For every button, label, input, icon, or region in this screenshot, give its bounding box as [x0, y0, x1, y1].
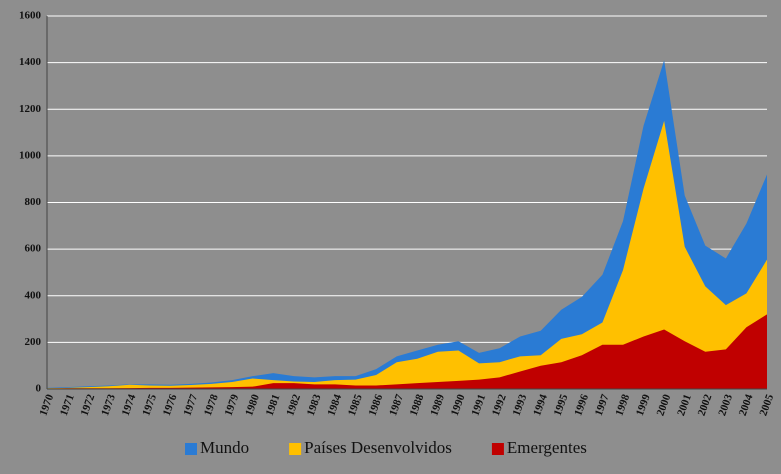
x-tick-label: 1971 — [58, 393, 77, 418]
x-tick-label: 1982 — [284, 392, 303, 417]
y-tick-label: 1400 — [19, 56, 42, 68]
legend-label: Mundo — [200, 438, 249, 457]
x-tick-label: 1991 — [469, 393, 488, 418]
x-tick-label: 1977 — [181, 392, 200, 417]
y-tick-label: 1200 — [19, 103, 42, 115]
x-tick-label: 2000 — [655, 392, 674, 417]
legend-swatch — [491, 443, 504, 455]
x-tick-label: 1985 — [346, 392, 365, 417]
x-tick-label: 1989 — [428, 392, 447, 417]
x-tick-label: 1972 — [79, 392, 98, 417]
x-tick-label: 1979 — [223, 392, 242, 417]
x-tick-label: 1976 — [161, 392, 180, 417]
legend-label: Países Desenvolvidos — [304, 438, 452, 457]
y-tick-label: 200 — [25, 336, 42, 348]
x-tick-label: 1970 — [37, 392, 56, 417]
x-tick-label: 1984 — [325, 392, 344, 417]
y-tick-label: 1600 — [19, 10, 42, 22]
x-tick-label: 1978 — [202, 392, 221, 417]
area — [47, 314, 767, 389]
x-tick-label: 1983 — [305, 392, 324, 417]
x-tick-label: 1975 — [140, 392, 159, 417]
y-tick-label: 800 — [25, 196, 42, 208]
y-tick-label: 1000 — [19, 149, 42, 161]
legend-swatch — [185, 443, 197, 455]
x-tick-label: 1999 — [634, 392, 653, 417]
x-tick-label: 1987 — [387, 392, 406, 417]
x-tick-label: 1980 — [243, 392, 262, 417]
x-tick-label: 2002 — [696, 392, 715, 417]
x-tick-label: 1998 — [613, 392, 632, 417]
x-tick-label: 1992 — [490, 392, 509, 417]
x-tick-label: 1974 — [120, 392, 139, 417]
x-tick-label: 1988 — [408, 392, 427, 417]
x-tick-label: 1994 — [531, 392, 550, 417]
x-tick-label: 2004 — [737, 392, 756, 417]
y-tick-label: 0 — [36, 383, 42, 395]
x-tick-label: 2001 — [675, 393, 694, 418]
x-tick-label: 2003 — [716, 392, 735, 417]
x-tick-label: 1996 — [572, 392, 591, 417]
x-tick-label: 2005 — [757, 392, 776, 417]
legend-label: Emergentes — [507, 438, 587, 457]
y-tick-label: 600 — [25, 243, 42, 255]
x-tick-label: 1981 — [264, 393, 283, 418]
x-tick-label: 1993 — [511, 392, 530, 417]
x-tick-label: 1973 — [99, 392, 118, 417]
y-tick-label: 400 — [25, 289, 42, 301]
legend-swatch — [289, 443, 302, 455]
area — [47, 60, 767, 389]
x-tick-label: 1986 — [367, 392, 386, 417]
x-tick-label: 1995 — [552, 392, 571, 417]
x-tick-label: 1997 — [593, 392, 612, 417]
x-tick-label: 1990 — [449, 392, 468, 417]
